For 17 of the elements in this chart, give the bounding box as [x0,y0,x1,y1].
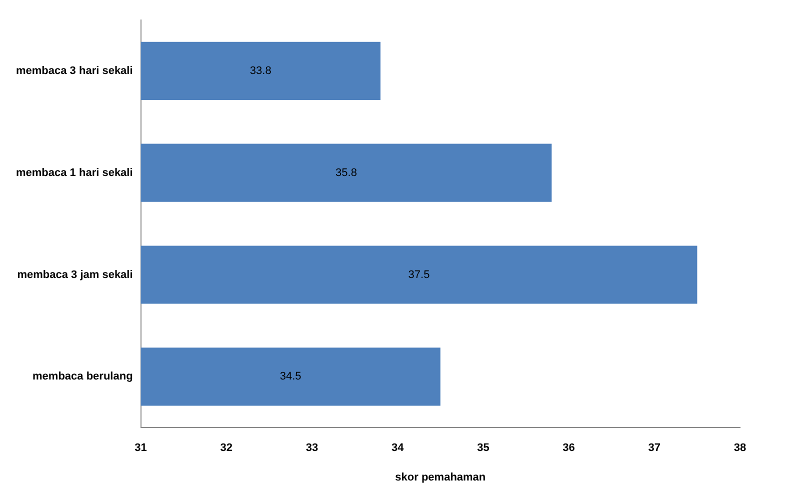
y-tick-label: membaca 3 jam sekali [17,268,133,281]
data-label: 35.8 [336,166,357,179]
x-tick-label: 32 [220,442,233,454]
x-tick-label: 37 [648,442,661,454]
x-tick-label: 31 [134,442,147,454]
x-tick-label: 36 [562,442,575,454]
y-tick-label: membaca 3 hari sekali [16,64,133,77]
y-tick-label: membaca 1 hari sekali [16,166,133,179]
data-label: 34.5 [280,370,302,383]
x-tick-label: 38 [734,442,746,454]
x-tick-label: 35 [477,442,490,454]
y-tick-label: membaca berulang [32,370,133,383]
x-tick-label: 34 [391,442,405,454]
x-axis-title: skor pemahaman [395,471,486,484]
data-label: 33.8 [250,64,272,77]
data-label: 37.5 [408,268,430,281]
x-tick-label: 33 [306,442,318,454]
